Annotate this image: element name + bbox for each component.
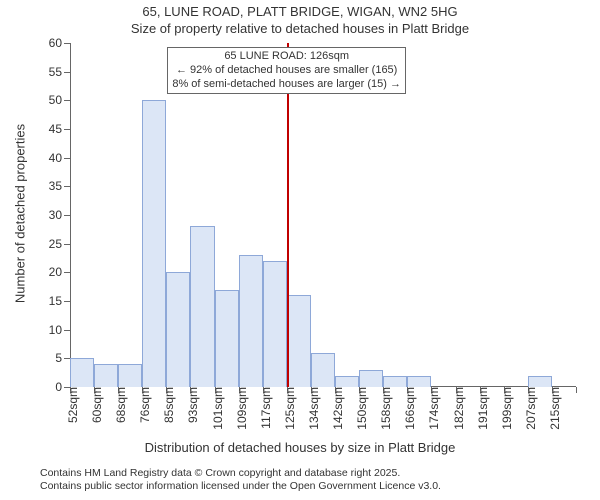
- y-tick-label: 30: [49, 208, 70, 222]
- x-tick-label: 101sqm: [205, 387, 225, 430]
- y-tick-label: 60: [49, 36, 70, 50]
- attribution-footer: Contains HM Land Registry data © Crown c…: [40, 467, 441, 494]
- x-tick-label: 85sqm: [156, 387, 176, 423]
- chart-container: 65, LUNE ROAD, PLATT BRIDGE, WIGAN, WN2 …: [0, 0, 600, 500]
- annotation-line: 8% of semi-detached houses are larger (1…: [172, 78, 401, 92]
- x-axis-title: Distribution of detached houses by size …: [0, 440, 600, 455]
- x-tick-label: 76sqm: [132, 387, 152, 423]
- annotation-line: ← 92% of detached houses are smaller (16…: [172, 64, 401, 78]
- x-tick-label: 68sqm: [108, 387, 128, 423]
- histogram-bar: [215, 290, 239, 387]
- marker-line: [287, 43, 289, 387]
- y-tick-label: 35: [49, 179, 70, 193]
- chart-title: 65, LUNE ROAD, PLATT BRIDGE, WIGAN, WN2 …: [0, 4, 600, 19]
- x-tick-label: 166sqm: [397, 387, 417, 430]
- x-tick-label: 199sqm: [494, 387, 514, 430]
- y-axis-title: Number of detached properties: [13, 124, 28, 304]
- x-tick-label: 93sqm: [180, 387, 200, 423]
- x-tick-label: 207sqm: [518, 387, 538, 430]
- histogram-bar: [407, 376, 431, 387]
- footer-line-1: Contains HM Land Registry data © Crown c…: [40, 467, 441, 481]
- footer-line-2: Contains public sector information licen…: [40, 480, 441, 494]
- x-tick-label: 60sqm: [84, 387, 104, 423]
- annotation-line: 65 LUNE ROAD: 126sqm: [172, 50, 401, 64]
- y-axis: [70, 43, 71, 387]
- y-tick-label: 15: [49, 294, 70, 308]
- y-tick-label: 25: [49, 237, 70, 251]
- histogram-bar: [94, 364, 118, 387]
- histogram-bar: [239, 255, 263, 387]
- x-tick-label: 215sqm: [542, 387, 562, 430]
- x-tick-label: 182sqm: [446, 387, 466, 430]
- histogram-bar: [359, 370, 383, 387]
- x-tick-label: 142sqm: [325, 387, 345, 430]
- x-tick-label: 117sqm: [253, 387, 273, 429]
- x-tick-label: 52sqm: [60, 387, 80, 423]
- histogram-bar: [311, 353, 335, 387]
- histogram-bar: [263, 261, 287, 387]
- annotation-box: 65 LUNE ROAD: 126sqm← 92% of detached ho…: [167, 47, 406, 94]
- y-tick-label: 40: [49, 151, 70, 165]
- histogram-bar: [118, 364, 142, 387]
- y-tick-label: 5: [55, 351, 70, 365]
- histogram-bar: [287, 295, 311, 387]
- histogram-bar: [70, 358, 94, 387]
- plot-area: 05101520253035404550556052sqm60sqm68sqm7…: [70, 42, 576, 387]
- chart-subtitle: Size of property relative to detached ho…: [0, 21, 600, 36]
- histogram-bar: [528, 376, 552, 387]
- x-tick-label: 125sqm: [277, 387, 297, 430]
- y-tick-label: 55: [49, 65, 70, 79]
- y-tick-label: 10: [49, 323, 70, 337]
- histogram-bar: [166, 272, 190, 387]
- x-tick-label: 134sqm: [301, 387, 321, 430]
- histogram-bar: [142, 100, 166, 387]
- y-tick-label: 50: [49, 93, 70, 107]
- x-tick-label: 158sqm: [373, 387, 393, 430]
- histogram-bar: [383, 376, 407, 387]
- x-tick-label: 109sqm: [229, 387, 249, 430]
- x-tick-label: 150sqm: [349, 387, 369, 430]
- x-tick-label: 191sqm: [470, 387, 490, 430]
- histogram-bar: [190, 226, 214, 387]
- histogram-bar: [335, 376, 359, 387]
- x-tick: [576, 387, 577, 393]
- y-tick-label: 45: [49, 122, 70, 136]
- y-tick-label: 20: [49, 265, 70, 279]
- x-tick-label: 174sqm: [421, 387, 441, 430]
